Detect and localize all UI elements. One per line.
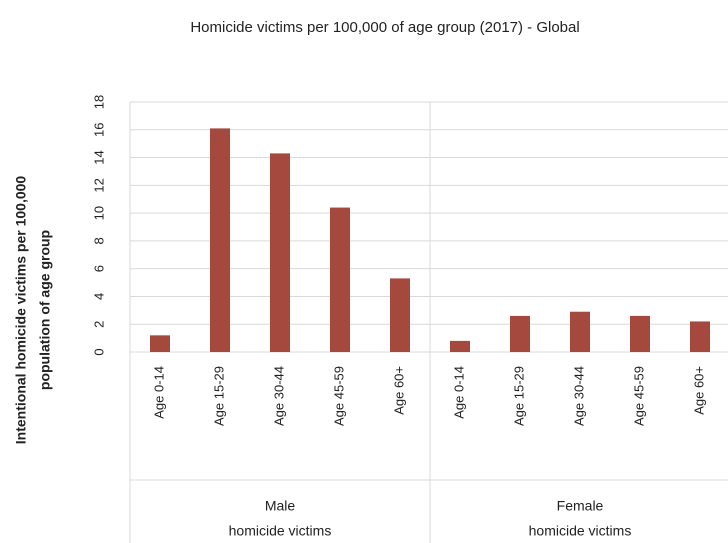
- bar: [630, 315, 650, 352]
- bar: [510, 315, 530, 352]
- y-axis-label: population of age group: [37, 230, 53, 390]
- y-tick-label: 16: [91, 123, 106, 137]
- bar: [390, 278, 410, 352]
- bar: [150, 335, 170, 352]
- y-tick-label: 8: [91, 237, 106, 244]
- group-label: homicide victims: [229, 523, 332, 539]
- x-tick-label: Age 60+: [391, 366, 406, 415]
- chart-title: Homicide victims per 100,000 of age grou…: [190, 19, 579, 36]
- y-tick-label: 10: [91, 206, 106, 220]
- x-tick-label: Age 0-14: [451, 366, 466, 419]
- y-tick-label: 6: [91, 265, 106, 272]
- x-tick-label: Age 30-44: [271, 366, 286, 426]
- y-tick-label: 0: [91, 348, 106, 355]
- x-tick-label: Age 45-59: [331, 366, 346, 426]
- y-tick-label: 12: [91, 178, 106, 192]
- y-tick-label: 4: [91, 293, 106, 300]
- y-tick-label: 18: [91, 95, 106, 109]
- x-tick-label: Age 30-44: [571, 366, 586, 426]
- bar: [210, 128, 230, 352]
- bar: [330, 207, 350, 352]
- y-tick-label: 14: [91, 150, 106, 164]
- y-axis-label: Intentional homicide victims per 100,000: [13, 176, 29, 445]
- x-tick-label: Age 15-29: [511, 366, 526, 426]
- x-tick-label: Age 45-59: [631, 366, 646, 426]
- bar: [570, 311, 590, 352]
- x-tick-label: Age 60+: [691, 366, 706, 415]
- group-label: Male: [265, 498, 296, 514]
- bar: [270, 153, 290, 352]
- x-tick-label: Age 0-14: [151, 366, 166, 419]
- bar: [690, 321, 710, 352]
- y-tick-label: 2: [91, 321, 106, 328]
- group-label: homicide victims: [529, 523, 632, 539]
- x-tick-label: Age 15-29: [211, 366, 226, 426]
- bar: [450, 340, 470, 352]
- group-label: Female: [557, 498, 604, 514]
